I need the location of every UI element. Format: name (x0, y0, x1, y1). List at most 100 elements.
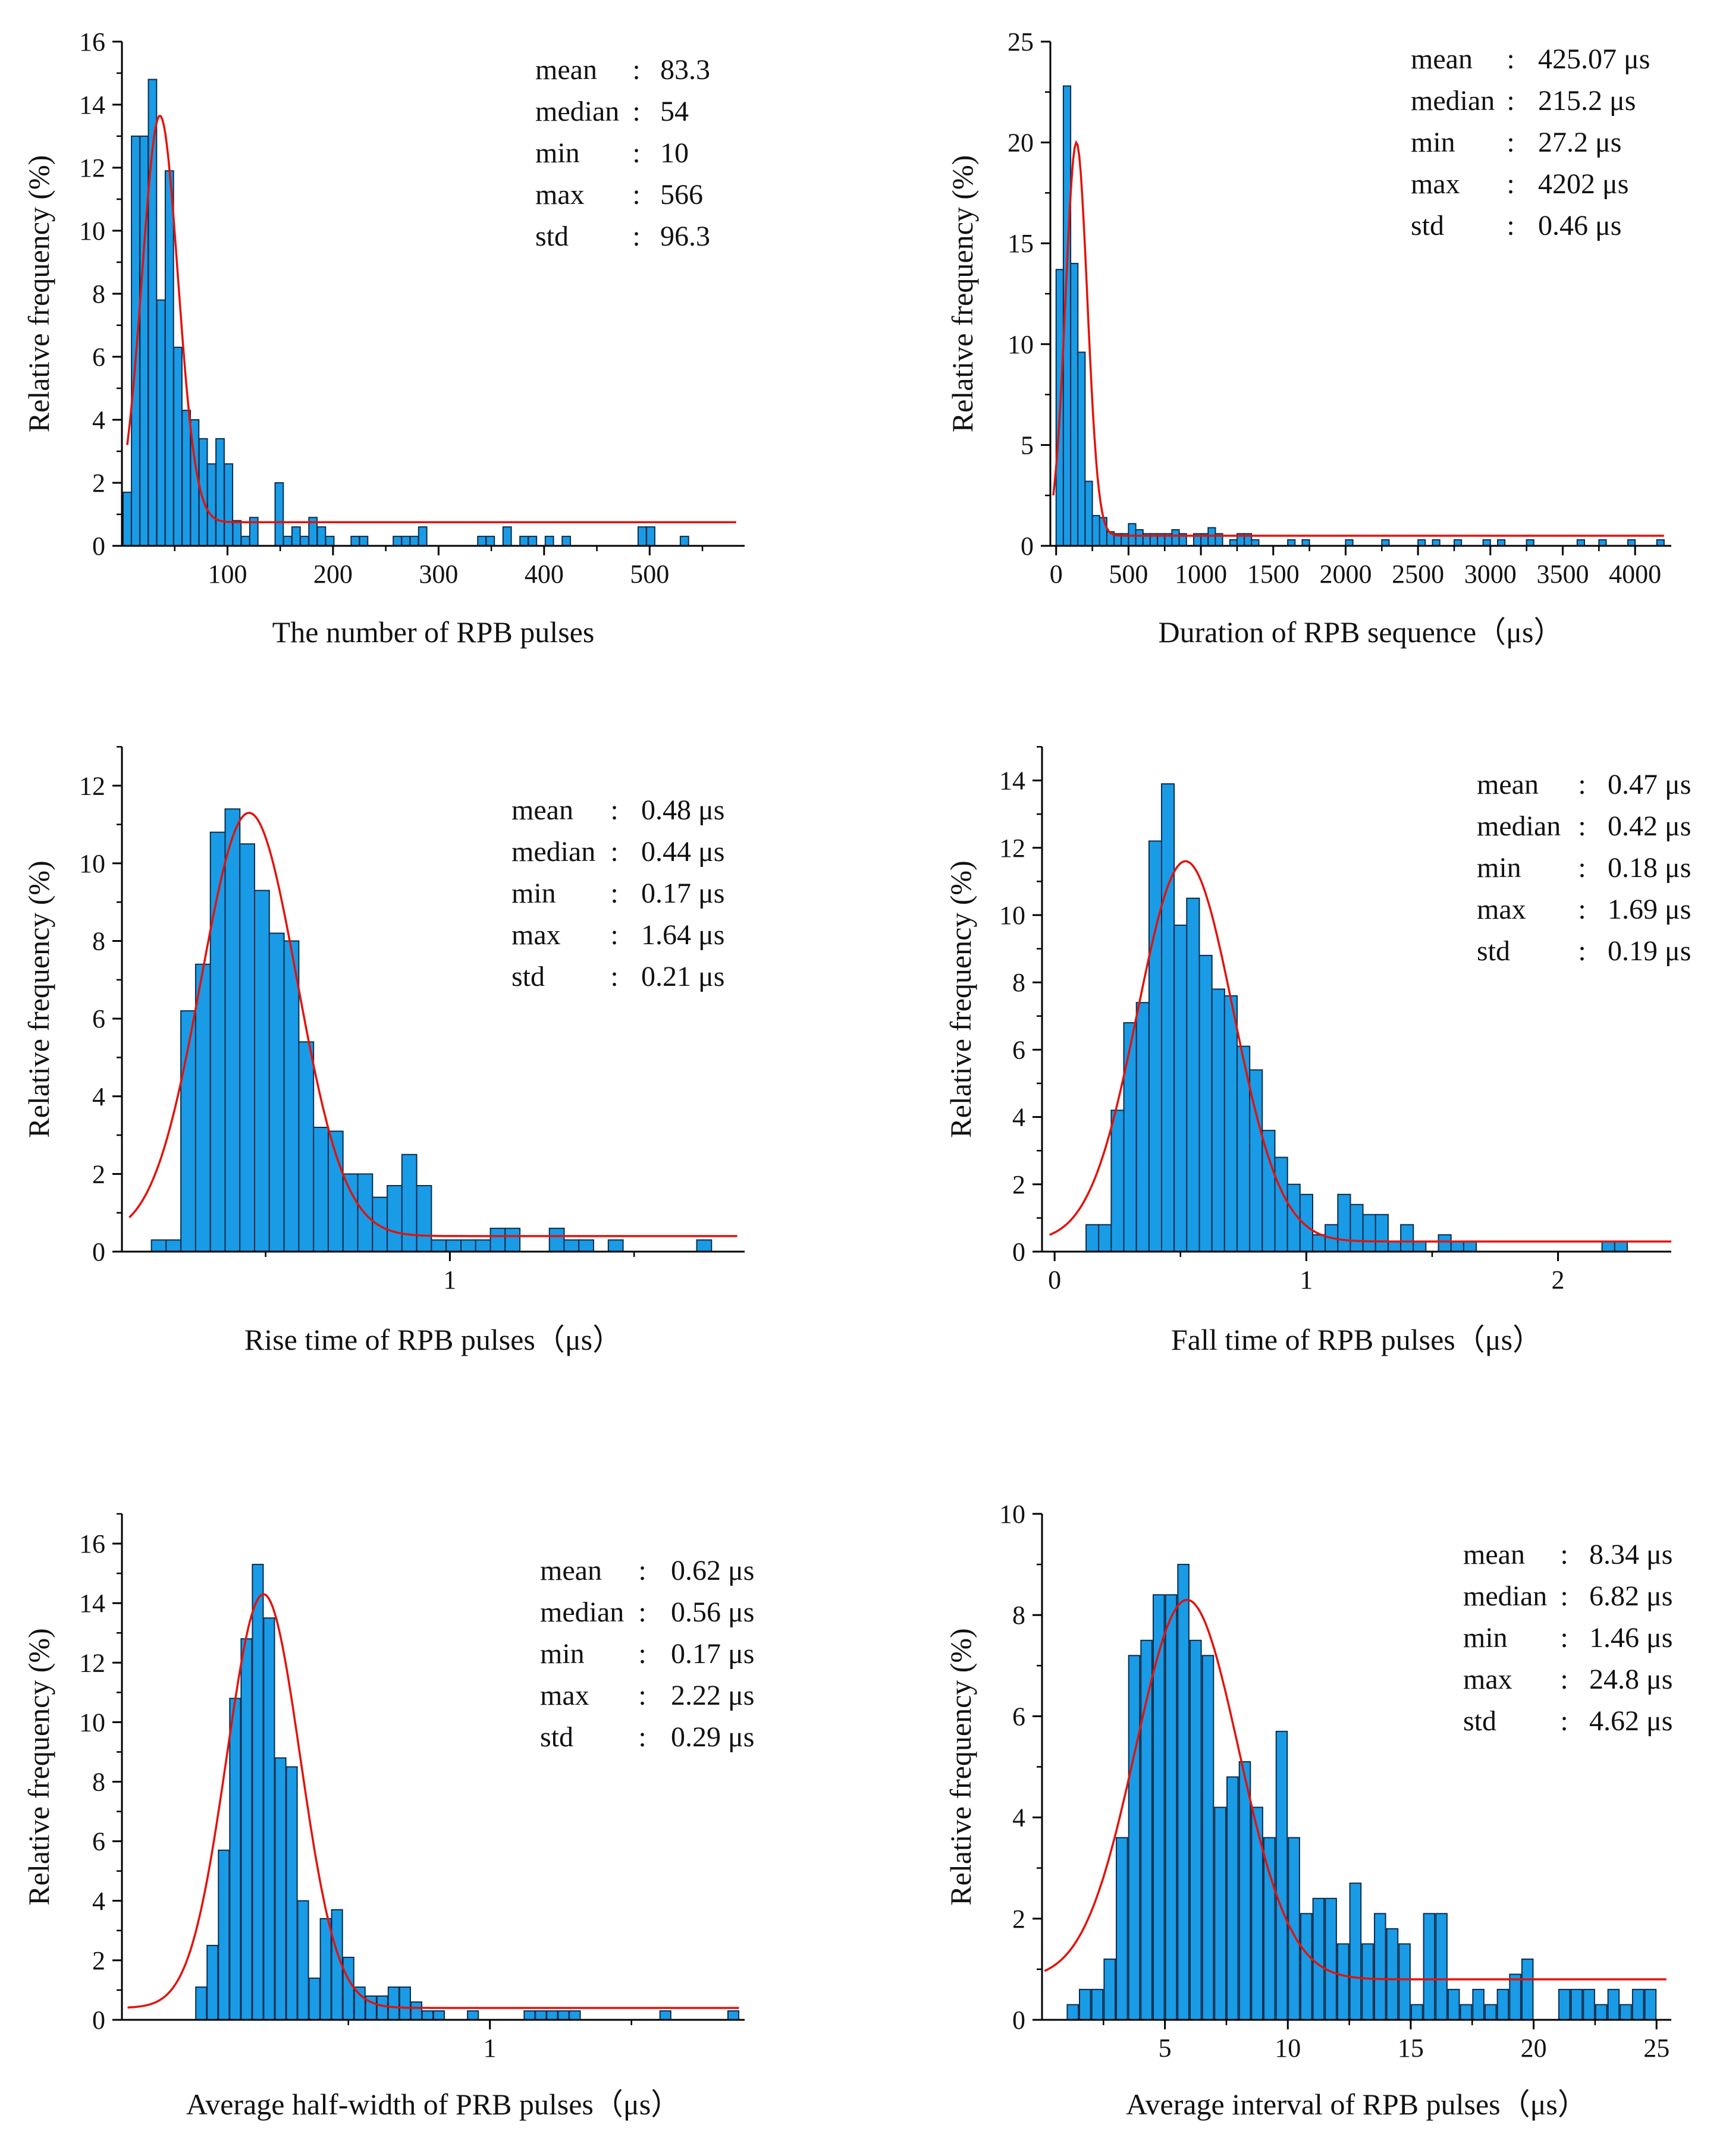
stat-label-max: max (540, 1680, 589, 1711)
bar-interval (1128, 1655, 1141, 2021)
bar-duration (1229, 539, 1238, 546)
bar-interval (1238, 1761, 1251, 2020)
stat-value-mean: 8.34 μs (1589, 1539, 1672, 1570)
x-tick-label-duration: 0 (1050, 560, 1063, 589)
bar-interval (1472, 1988, 1485, 2020)
bar-fall (1135, 1002, 1150, 1252)
bar-rise (283, 940, 300, 1252)
bar-rise (150, 1239, 167, 1252)
fit-curve-pulses (126, 115, 736, 524)
stat-value-median: 0.44 μs (641, 836, 724, 868)
x-axis-label-pulses: The number of RPB pulses (272, 615, 595, 649)
y-tick-label-pulses: 4 (92, 406, 105, 435)
bar-interval (1275, 1730, 1288, 2020)
bar-rise (548, 1227, 565, 1253)
stat-separator: : (1578, 769, 1586, 800)
bar-interval (1214, 1806, 1226, 2021)
fit-curve-duration (1052, 140, 1664, 537)
bar-halfwidth (263, 1617, 275, 2020)
y-tick-label-fall: 2 (1012, 1170, 1025, 1199)
stat-label-median: median (1411, 85, 1495, 117)
stat-label-median: median (1463, 1580, 1547, 1612)
fit-curve-fall (1049, 860, 1671, 1243)
y-tick-label-halfwidth: 12 (79, 1648, 105, 1677)
stat-value-max: 24.8 μs (1589, 1664, 1672, 1695)
bar-interval (1631, 1988, 1645, 2020)
bar-interval (1558, 1988, 1571, 2020)
stat-value-std: 0.46 μs (1538, 210, 1621, 241)
stat-separator: : (638, 1555, 646, 1586)
stat-value-mean: 0.48 μs (641, 794, 724, 826)
stat-label-mean: mean (535, 54, 597, 86)
bar-pulses (164, 170, 174, 546)
bar-halfwidth (727, 2010, 740, 2020)
bar-fall (1311, 1234, 1326, 1252)
stat-value-std: 0.29 μs (671, 1721, 754, 1753)
stat-separator: : (1560, 1705, 1568, 1737)
bar-interval (1595, 2004, 1608, 2020)
bar-rise (504, 1227, 521, 1253)
stat-label-mean: mean (540, 1555, 602, 1586)
bar-interval (1386, 1928, 1399, 2021)
bar-fall (1362, 1214, 1376, 1252)
bar-duration (1171, 529, 1180, 547)
bar-pulses (646, 526, 655, 547)
bar-pulses (274, 482, 284, 546)
bars-halfwidth (195, 1564, 740, 2021)
fit-curve-interval (1044, 1598, 1667, 1981)
bar-halfwidth (523, 2010, 536, 2020)
y-tick-label-duration: 20 (1008, 128, 1034, 158)
stat-value-std: 4.62 μs (1589, 1705, 1672, 1737)
y-axis-label-pulses: Relative frequency (%) (22, 155, 55, 432)
bar-duration (1077, 351, 1086, 547)
bar-pulses (544, 536, 554, 546)
stat-label-min: min (1411, 127, 1455, 158)
bar-pulses (316, 526, 327, 547)
bar-interval (1153, 1594, 1165, 2020)
bar-halfwidth (535, 2010, 547, 2020)
y-tick-label-rise: 8 (92, 927, 105, 956)
panel-halfwidth: 0 2 4 6 8 10 12 14 16 1 Average half-width of PRB … (22, 1513, 754, 2121)
bar-rise (563, 1239, 580, 1252)
stat-label-std: std (511, 961, 545, 992)
bar-interval (1325, 1897, 1337, 2021)
bar-halfwidth (319, 1918, 332, 2021)
y-tick-label-interval: 2 (1012, 1904, 1025, 1934)
bar-fall (1098, 1224, 1112, 1252)
bar-rise (268, 932, 285, 1252)
bar-interval (1583, 1988, 1595, 2020)
y-tick-label-fall: 4 (1012, 1103, 1025, 1132)
y-tick-label-fall: 14 (999, 766, 1025, 796)
bar-fall (1211, 988, 1225, 1252)
bar-pulses (240, 536, 250, 546)
bar-pulses (232, 520, 242, 546)
bar-rise (489, 1227, 506, 1253)
stat-value-mean: 425.07 μs (1538, 43, 1650, 75)
bar-pulses (679, 536, 689, 546)
bar-pulses (206, 463, 216, 547)
panel-duration: 0 5 10 15 20 25 0 500 1000 1500 2000 2500 3000 3500 40… (946, 27, 1671, 649)
y-axis-label-fall: Relative frequency (%) (944, 860, 977, 1137)
y-tick-label-rise: 12 (79, 771, 105, 800)
bar-duration (1576, 539, 1586, 546)
bar-halfwidth (387, 1986, 400, 2020)
bar-pulses (393, 536, 403, 546)
x-axis-label-duration: Duration of RPB sequence（μs） (1159, 615, 1564, 649)
stat-separator: : (610, 836, 618, 868)
bar-duration (1526, 539, 1534, 546)
y-tick-label-halfwidth: 14 (79, 1589, 105, 1618)
x-tick-label-pulses: 500 (630, 560, 669, 589)
stat-value-std: 0.21 μs (641, 961, 724, 992)
bar-halfwidth (353, 1986, 366, 2020)
stat-separator: : (1507, 168, 1514, 200)
y-tick-label-fall: 8 (1012, 968, 1025, 997)
x-tick-label-interval: 5 (1159, 2034, 1172, 2063)
stat-label-std: std (1477, 935, 1510, 967)
bar-interval (1349, 1882, 1362, 2020)
y-tick-label-halfwidth: 10 (79, 1708, 105, 1737)
bar-halfwidth (467, 2010, 479, 2020)
bar-halfwidth (410, 2001, 423, 2020)
y-tick-label-duration: 0 (1021, 532, 1034, 561)
x-tick-label-interval: 10 (1275, 2034, 1301, 2063)
